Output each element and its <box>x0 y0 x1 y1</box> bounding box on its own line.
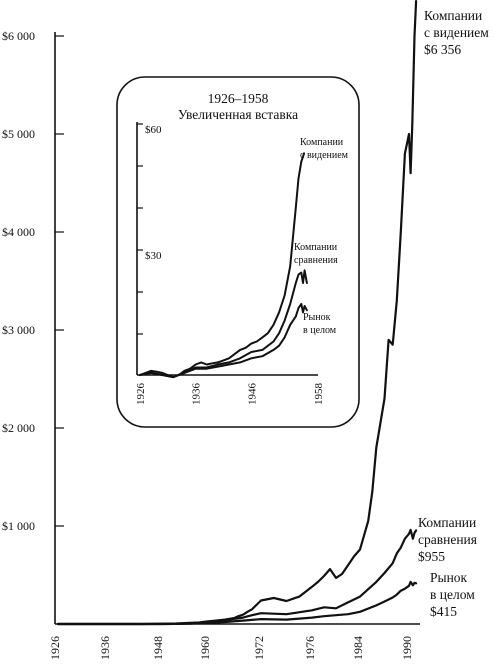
series-end-value: $955 <box>418 549 445 564</box>
y-tick-label-6000: $6 000 <box>2 29 35 43</box>
inset-y-tick-label-30: $30 <box>145 250 162 262</box>
y-tick-label-2000: $2 000 <box>2 421 35 435</box>
x-tick-label-1976: 1976 <box>303 636 317 660</box>
x-tick-label-1972: 1972 <box>252 636 266 660</box>
inset-series-line-market <box>139 302 308 379</box>
y-tick-label-3000: $3 000 <box>2 323 35 337</box>
series-end-value: $6 356 <box>424 42 461 57</box>
series-end-label-line: сравнения <box>418 532 477 547</box>
inset-series-label-line: в целом <box>303 325 337 336</box>
series-end-label-line: с видением <box>424 25 489 40</box>
inset-series-label-line: сравнения <box>294 255 338 266</box>
x-tick-label-1984: 1984 <box>351 636 365 660</box>
series-end-label-comparison: Компании сравнения $955 <box>418 515 477 564</box>
x-tick-label-1948: 1948 <box>151 636 165 660</box>
series-end-label-line: Компании <box>418 515 476 530</box>
series-end-label-line: Компании <box>424 8 482 23</box>
inset-x-tick-label-1946: 1946 <box>246 383 258 406</box>
inset-x-tick-label-1958: 1958 <box>313 383 325 406</box>
series-line-market <box>56 580 418 626</box>
series-end-value: $415 <box>430 604 457 619</box>
series-end-label-line: Рынок <box>430 570 468 585</box>
inset-chart: 1926–1958 Увеличенная вставка $60 $30 19… <box>116 76 360 428</box>
inset-x-tick-label-1926: 1926 <box>135 383 147 406</box>
x-axis: 1926 1936 1948 1960 1972 1976 1984 1990 <box>48 636 414 660</box>
x-tick-label-1990: 1990 <box>400 636 414 660</box>
series-end-label-visionary: Компании с видением $6 356 <box>424 8 489 57</box>
x-tick-label-1926: 1926 <box>48 636 62 660</box>
y-tick-label-4000: $4 000 <box>2 225 35 239</box>
series-end-label-line: в целом <box>430 587 475 602</box>
y-axis: $1 000 $2 000 $3 000 $4 000 $5 000 $6 00… <box>2 29 64 533</box>
inset-title: 1926–1958 <box>208 91 269 106</box>
inset-frame <box>116 76 360 428</box>
inset-series-label-line: Компании <box>300 137 344 148</box>
inset-x-tick-label-1936: 1936 <box>191 383 203 406</box>
inset-series-label-line: Компании <box>294 242 338 253</box>
inset-subtitle: Увеличенная вставка <box>178 107 298 122</box>
inset-series-label-line: Рынок <box>303 312 331 323</box>
inset-y-tick-label-60: $60 <box>145 124 162 136</box>
inset-x-axis: 1926 1936 1946 1958 <box>135 383 325 406</box>
inset-series-label-line: с видением <box>300 150 349 161</box>
x-tick-label-1936: 1936 <box>98 636 112 660</box>
y-tick-label-5000: $5 000 <box>2 127 35 141</box>
x-tick-label-1960: 1960 <box>198 636 212 660</box>
series-end-label-market: Рынок в целом $415 <box>430 570 475 619</box>
y-tick-label-1000: $1 000 <box>2 519 35 533</box>
